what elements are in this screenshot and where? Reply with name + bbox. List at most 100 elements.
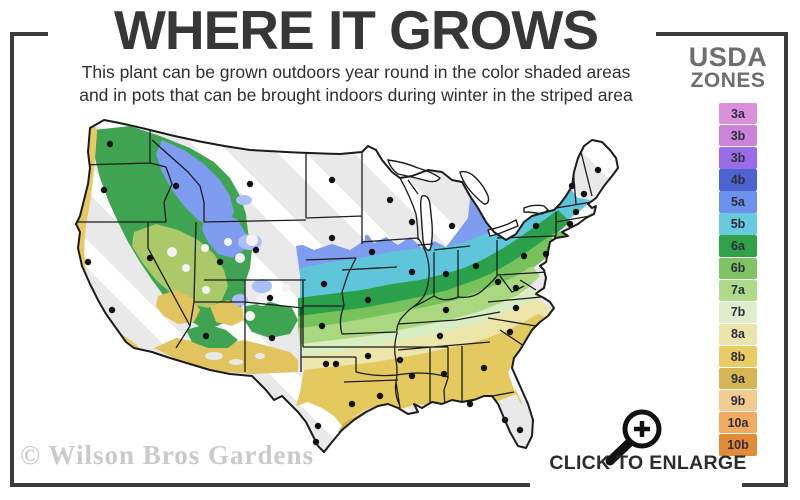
city-dot	[408, 268, 416, 276]
city-dot	[480, 364, 488, 372]
subtitle-line-1: This plant can be grown outdoors year ro…	[81, 62, 631, 82]
city-dot	[246, 180, 254, 188]
city-dot	[322, 360, 330, 368]
city-dot	[442, 306, 450, 314]
lake-huron-icon	[459, 170, 490, 205]
frame-bottom-right-segment	[742, 483, 788, 487]
zone-swatch-8b-11: 8b	[719, 345, 757, 368]
city-dot	[314, 422, 322, 430]
frame-top-right-segment	[656, 32, 788, 36]
legend-title-zones: ZONES	[690, 69, 766, 92]
zone-swatch-3b-1: 3b	[719, 125, 757, 147]
zone-swatch-3a-0: 3a	[719, 103, 757, 125]
city-dot	[252, 246, 260, 254]
city-dot	[440, 370, 448, 378]
frame-right	[784, 32, 788, 487]
city-dot	[472, 262, 480, 270]
zone-swatch-7a-8: 7a	[719, 279, 757, 302]
zone-swatch-label: 10b	[727, 437, 749, 452]
city-dot	[408, 218, 416, 226]
magnifier-plus-icon[interactable]	[598, 400, 672, 470]
city-dot	[332, 360, 340, 368]
city-dot	[512, 284, 520, 292]
city-dot	[376, 392, 384, 400]
city-dot	[348, 400, 356, 408]
click-to-enlarge-label[interactable]: CLICK TO ENLARGE	[549, 452, 747, 474]
city-dot	[442, 270, 450, 278]
city-dot	[572, 208, 580, 216]
city-dot	[268, 334, 276, 342]
city-dot	[542, 250, 550, 258]
city-dots	[84, 140, 602, 446]
city-dot	[512, 304, 520, 312]
city-dot	[516, 426, 524, 434]
zone-swatch-label: 6a	[731, 239, 745, 254]
zone-swatch-5b-5: 5b	[719, 213, 757, 235]
city-dot	[108, 306, 116, 314]
city-dot	[448, 222, 456, 230]
city-dot	[532, 222, 540, 230]
city-dot	[466, 400, 474, 408]
city-dot	[520, 252, 528, 260]
city-dot	[172, 182, 180, 190]
usda-zones-legend: USDA ZONES 3a 3b 3b 4b 5a 5b 6a 6b 7a 7b 8a 8b 9a 9b 1…	[688, 44, 768, 456]
zone-swatch-10b-15: 10b	[719, 434, 757, 456]
watermark: © Wilson Bros Gardens	[20, 440, 314, 470]
city-dot	[594, 166, 602, 174]
city-dot	[408, 372, 416, 380]
city-dot	[396, 356, 404, 364]
zone-swatch-9b-13: 9b	[719, 390, 757, 412]
zone-swatch-3b-2: 3b	[719, 147, 757, 169]
zone-swatch-label: 9b	[730, 393, 746, 408]
subtitle-line-2: and in pots that can be brought indoors …	[79, 85, 633, 106]
city-dot	[494, 278, 502, 286]
zone-swatch-4b-3: 4b	[719, 169, 757, 191]
city-dot	[386, 196, 394, 204]
city-dot	[568, 182, 576, 190]
city-dot	[318, 322, 326, 330]
city-dot	[320, 280, 328, 288]
subtitle: This plant can be grown outdoors year ro…	[0, 61, 712, 107]
frame-top-left-segment	[10, 32, 48, 36]
zone-swatch-label: 7b	[730, 305, 746, 320]
zone-swatch-list: 3a 3b 3b 4b 5a 5b 6a 6b 7a 7b 8a 8b 9a 9b 10a 10b	[719, 103, 757, 456]
zone-swatch-label: 3b	[730, 128, 746, 143]
city-dot	[84, 258, 92, 266]
frame-bottom-left-segment	[10, 483, 530, 487]
zone-swatch-10a-14: 10a	[719, 412, 757, 434]
zone-swatch-label: 8a	[731, 327, 745, 342]
zone-swatch-7b-9: 7b	[719, 301, 757, 324]
zone-swatch-label: 3b	[730, 150, 746, 165]
lake-erie-icon	[487, 219, 519, 237]
zone-swatch-label: 5a	[731, 195, 745, 209]
zone-swatch-label: 4b	[730, 172, 746, 187]
zone-swatch-5a-4: 5a	[719, 191, 757, 213]
zone-swatch-label: 9a	[731, 371, 745, 386]
page-title: WHERE IT GROWS	[113, 0, 599, 61]
city-dot	[436, 332, 444, 340]
city-dot	[202, 332, 210, 340]
lake-superior-icon	[387, 159, 441, 183]
city-dot	[216, 258, 224, 266]
zone-swatch-label: 10a	[727, 415, 749, 430]
city-dot	[501, 416, 509, 424]
zone-swatch-8a-10: 8a	[719, 323, 757, 346]
city-dot	[328, 234, 336, 242]
city-dot	[100, 186, 108, 194]
city-dot	[364, 352, 372, 360]
frame-left	[10, 32, 14, 487]
city-dot	[266, 294, 274, 302]
city-dot	[580, 190, 588, 198]
city-dot	[506, 328, 514, 336]
zone-swatch-label: 8b	[730, 349, 746, 364]
striped-gray-regions	[98, 140, 618, 452]
city-dot	[312, 438, 320, 446]
city-dot	[106, 140, 114, 148]
header: WHERE IT GROWS This plant can be grown o…	[0, 0, 712, 107]
city-dot	[368, 248, 376, 256]
zone-swatch-label: 3a	[731, 106, 745, 121]
zone-swatch-6a-6: 6a	[719, 235, 757, 257]
zone-swatch-6b-7: 6b	[719, 257, 757, 279]
city-dot	[364, 296, 372, 304]
